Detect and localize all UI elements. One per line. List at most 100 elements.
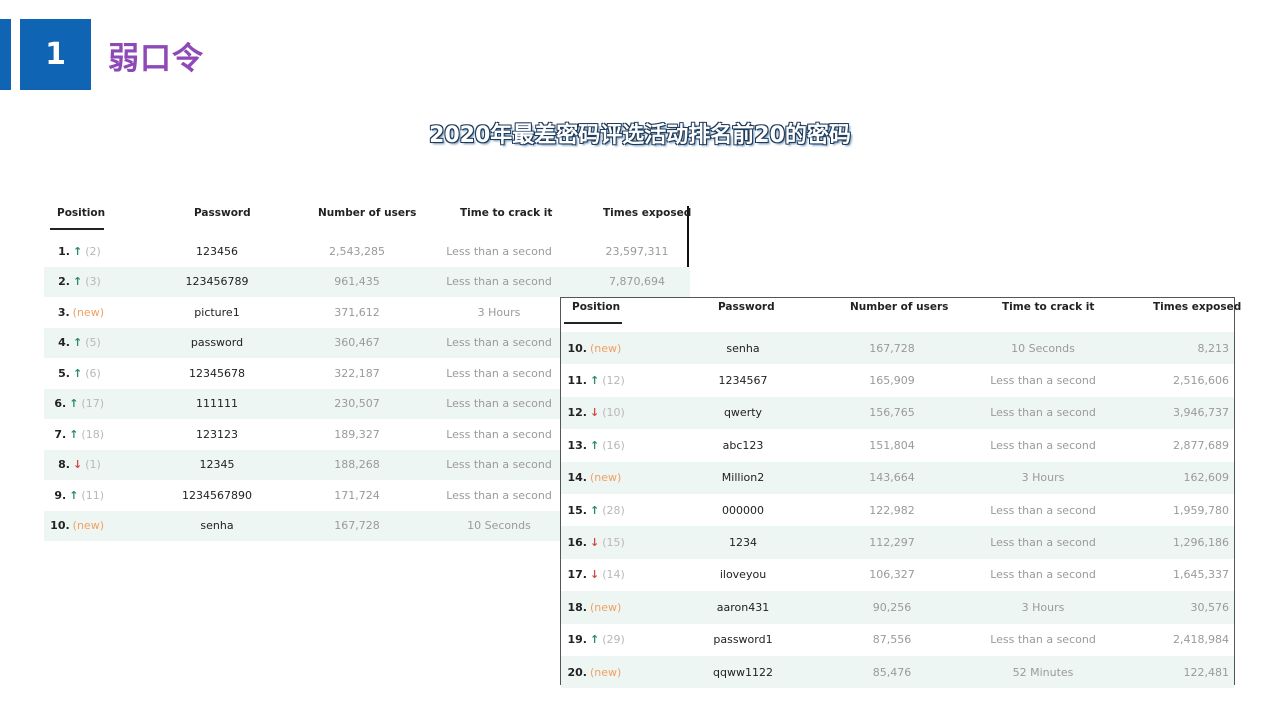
password-cell: 000000 — [722, 503, 764, 517]
previous-rank: (18) — [81, 427, 104, 441]
position-group: 9. ↑ (11) — [42, 489, 104, 502]
users-cell: 167,728 — [334, 519, 380, 533]
password-cell: senha — [200, 519, 234, 533]
arrow-up-icon: ↑ — [590, 633, 600, 647]
table-row: 11. ↑ (12) 1234567 165,909 Less than a second… — [561, 364, 1234, 396]
users-cell: 85,476 — [872, 665, 912, 679]
position-cell: 13. ↑ (16) — [561, 429, 625, 461]
exposed-cell: 8,213 — [1197, 341, 1230, 355]
arrow-up-icon: ↑ — [73, 244, 83, 258]
table-header: Position Password Number of users Time t… — [44, 198, 691, 236]
password-cell: senha — [726, 341, 760, 355]
exposed-cell: 122,481 — [1183, 665, 1230, 679]
table-divider — [687, 206, 689, 298]
arrow-up-icon: ↑ — [69, 397, 79, 411]
position-group: 7. ↑ (18) — [42, 428, 104, 441]
position-cell: 3. (new) — [44, 297, 104, 328]
arrow-down-icon: ↓ — [590, 406, 600, 420]
position-number: 14. — [567, 471, 588, 485]
exposed-cell: 7,870,694 — [609, 275, 665, 289]
position-number: 13. — [567, 438, 588, 452]
previous-rank: (1) — [85, 458, 101, 472]
password-cell: 1234 — [729, 536, 757, 550]
position-group: 3. (new) — [44, 306, 104, 319]
position-cell: 12. ↓ (10) — [561, 397, 625, 429]
users-cell: 143,664 — [869, 471, 915, 485]
position-number: 20. — [567, 665, 588, 679]
position-number: 17. — [567, 568, 588, 582]
position-group: 16. ↓ (15) — [561, 536, 625, 549]
header-position: Position — [57, 207, 106, 219]
position-cell: 11. ↑ (12) — [561, 364, 625, 396]
table-row: 14. (new) Million2 143,664 3 Hours 162,609 — [561, 461, 1234, 494]
previous-rank: (3) — [85, 275, 101, 289]
previous-rank: (10) — [602, 406, 625, 420]
table-row: 7. ↑ (18) 123123 189,327 Less than a second — [44, 419, 690, 450]
crack-time-cell: 3 Hours — [477, 305, 521, 319]
position-group: 6. ↑ (17) — [42, 397, 104, 410]
users-cell: 2,543,285 — [329, 244, 385, 258]
exposed-cell: 23,597,311 — [605, 244, 669, 258]
previous-rank: (new) — [590, 600, 622, 614]
password-cell: 1234567890 — [182, 488, 252, 502]
users-cell: 112,297 — [869, 536, 915, 550]
password-cell: password — [190, 336, 244, 350]
crack-time-cell: Less than a second — [446, 275, 552, 289]
previous-rank: (new) — [590, 341, 622, 355]
position-number: 2. — [58, 275, 70, 289]
password-cell: 1234567 — [718, 374, 768, 388]
exposed-cell: 1,645,337 — [1173, 568, 1229, 582]
previous-rank: (5) — [85, 336, 101, 350]
position-number: 16. — [567, 536, 588, 550]
position-number: 19. — [567, 633, 588, 647]
users-cell: 90,256 — [872, 600, 912, 614]
table-row: 12. ↓ (10) qwerty 156,765 Less than a second 3… — [561, 396, 1234, 430]
crack-time-cell: Less than a second — [446, 427, 552, 441]
users-cell: 156,765 — [869, 406, 915, 420]
previous-rank: (28) — [602, 503, 625, 517]
position-cell: 2. ↑ (3) — [44, 267, 104, 298]
position-group: 10. (new) — [44, 519, 104, 532]
position-cell: 4. ↑ (5) — [44, 328, 104, 359]
position-number: 9. — [54, 488, 67, 502]
previous-rank: (new) — [72, 519, 104, 533]
position-group: 14. (new) — [561, 471, 625, 484]
arrow-down-icon: ↓ — [590, 568, 600, 582]
position-cell: 10. (new) — [44, 511, 104, 542]
crack-time-cell: Less than a second — [990, 503, 1096, 517]
crack-time-cell: Less than a second — [446, 397, 552, 411]
previous-rank: (6) — [85, 366, 101, 380]
previous-rank: (12) — [602, 374, 625, 388]
table-row: 19. ↑ (29) password1 87,556 Less than a secon… — [561, 624, 1234, 656]
password-cell: 111111 — [196, 397, 238, 411]
position-cell: 7. ↑ (18) — [44, 419, 104, 450]
password-cell: iloveyou — [719, 568, 767, 582]
password-cell: 123456 — [196, 244, 238, 258]
position-group: 4. ↑ (5) — [44, 336, 104, 349]
position-cell: 6. ↑ (17) — [44, 389, 104, 420]
position-cell: 10. (new) — [561, 332, 625, 364]
crack-time-cell: Less than a second — [990, 633, 1096, 647]
position-cell: 16. ↓ (15) — [561, 526, 625, 558]
header-crack-time: Time to crack it — [1002, 301, 1095, 313]
crack-time-cell: Less than a second — [990, 406, 1096, 420]
position-number: 18. — [567, 600, 588, 614]
password-cell: 12345 — [199, 458, 235, 472]
users-cell: 87,556 — [872, 633, 912, 647]
header-password: Password — [718, 301, 775, 313]
arrow-up-icon: ↑ — [73, 366, 83, 380]
header-users: Number of users — [318, 207, 417, 219]
crack-time-cell: Less than a second — [990, 568, 1096, 582]
previous-rank: (new) — [590, 665, 622, 679]
exposed-cell: 1,959,780 — [1173, 503, 1229, 517]
position-cell: 19. ↑ (29) — [561, 624, 625, 656]
table-row: 16. ↓ (15) 1234 112,297 Less than a second 1,2… — [561, 526, 1234, 559]
exposed-cell: 2,516,606 — [1173, 374, 1229, 388]
password-cell: picture1 — [194, 305, 240, 319]
accent-bar — [0, 19, 11, 90]
password-table-bottom: Position Password Number of users Time t… — [560, 297, 1241, 689]
header-underline — [50, 228, 104, 230]
crack-time-cell: Less than a second — [446, 244, 552, 258]
position-number: 10. — [567, 341, 588, 355]
position-cell: 20. (new) — [561, 656, 625, 688]
